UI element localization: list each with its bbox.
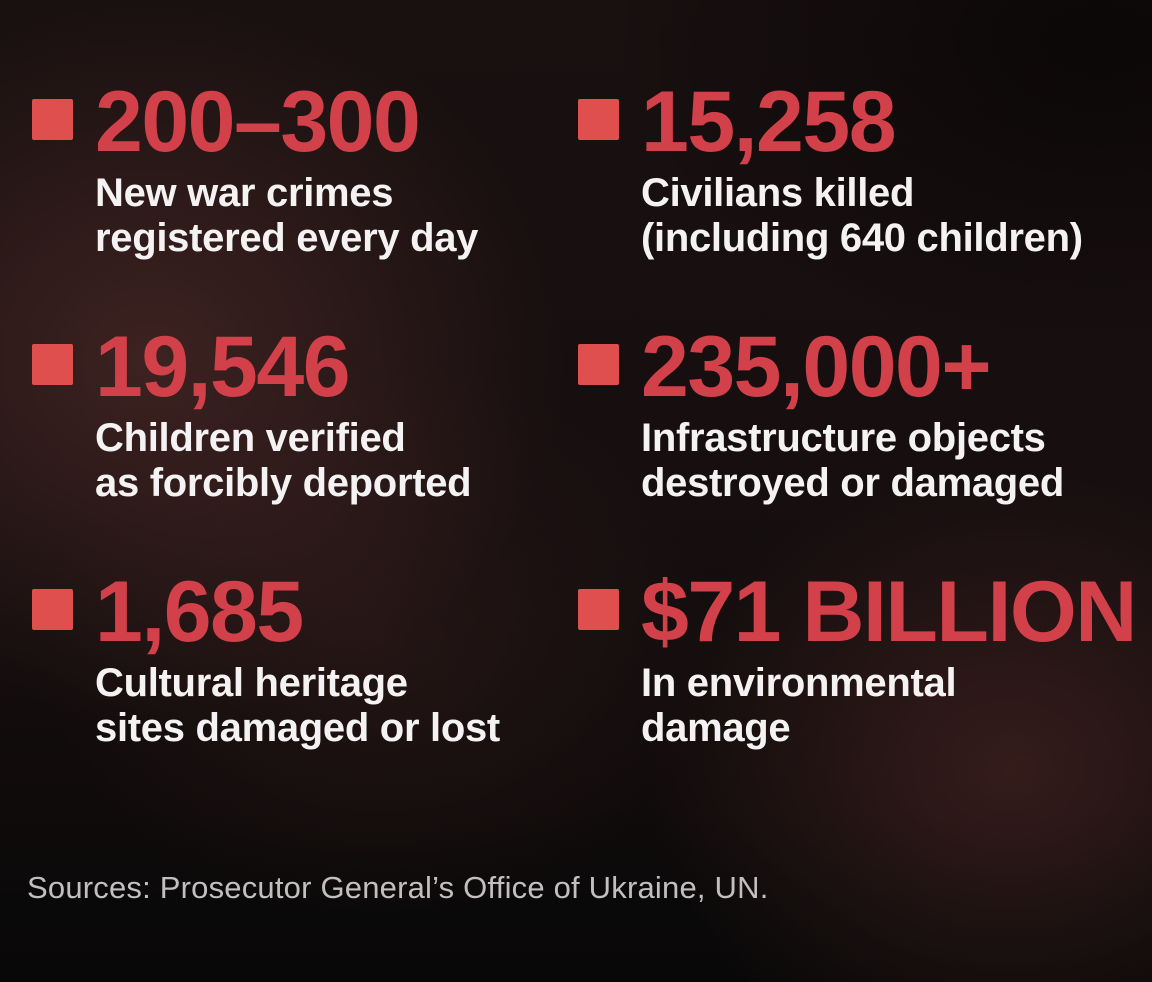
bullet-square-icon [32, 344, 73, 385]
stat-value: 235,000+ [641, 319, 992, 415]
stat-label: Children verified as forcibly deported [95, 416, 472, 506]
stat-label: Infrastructure objects destroyed or dama… [641, 416, 1064, 506]
stat-value: 19,546 [95, 319, 351, 415]
stat-value: 1,685 [95, 564, 304, 660]
bullet-square-icon [32, 99, 73, 140]
bullet-square-icon [32, 589, 73, 630]
stat-war-crimes: 200–300 New war crimes registered every … [32, 74, 578, 261]
stat-text: 15,258 Civilians killed (including 640 c… [641, 74, 1083, 261]
stat-environmental-damage: $71 BILLION In environmental damage [578, 564, 1137, 751]
stat-label-line-2: sites damaged or lost [95, 706, 500, 750]
stat-label: In environmental damage [641, 661, 1124, 751]
stat-text: 235,000+ Infrastructure objects destroye… [641, 319, 1064, 506]
stat-label-line-2: (including 640 children) [641, 216, 1083, 260]
stat-civilians-killed: 15,258 Civilians killed (including 640 c… [578, 74, 1124, 261]
stat-text: 200–300 New war crimes registered every … [95, 74, 478, 261]
stats-grid: 200–300 New war crimes registered every … [32, 74, 1137, 751]
stat-infrastructure: 235,000+ Infrastructure objects destroye… [578, 319, 1124, 506]
stat-label-line-1: Civilians killed [641, 171, 915, 215]
bullet-square-icon [578, 99, 619, 140]
stat-value: 15,258 [641, 74, 897, 170]
stat-label-line-2: destroyed or damaged [641, 461, 1065, 505]
stat-cultural-heritage: 1,685 Cultural heritage sites damaged or… [32, 564, 578, 751]
stat-label-line-2: registered every day [95, 216, 479, 260]
bullet-square-icon [578, 344, 619, 385]
stat-text: 1,685 Cultural heritage sites damaged or… [95, 564, 500, 751]
stat-text: 19,546 Children verified as forcibly dep… [95, 319, 472, 506]
stat-label-line-2: as forcibly deported [95, 461, 472, 505]
stat-label: Civilians killed (including 640 children… [641, 171, 1083, 261]
stat-label-line-1: Infrastructure objects [641, 416, 1046, 460]
stat-value: $71 BILLION [641, 564, 1137, 660]
source-attribution: Sources: Prosecutor General’s Office of … [27, 870, 769, 905]
stat-children-deported: 19,546 Children verified as forcibly dep… [32, 319, 578, 506]
stat-label: Cultural heritage sites damaged or lost [95, 661, 500, 751]
stat-label-line-1: Children verified [95, 416, 406, 460]
stat-label: New war crimes registered every day [95, 171, 478, 261]
stat-value: 200–300 [95, 74, 421, 170]
stat-label-line-1: New war crimes [95, 171, 394, 215]
stat-label-line-1: In environmental [641, 661, 957, 705]
bullet-square-icon [578, 589, 619, 630]
stat-text: $71 BILLION In environmental damage [641, 564, 1137, 751]
stat-label-line-1: Cultural heritage [95, 661, 408, 705]
stat-label-line-2: damage [641, 706, 791, 750]
